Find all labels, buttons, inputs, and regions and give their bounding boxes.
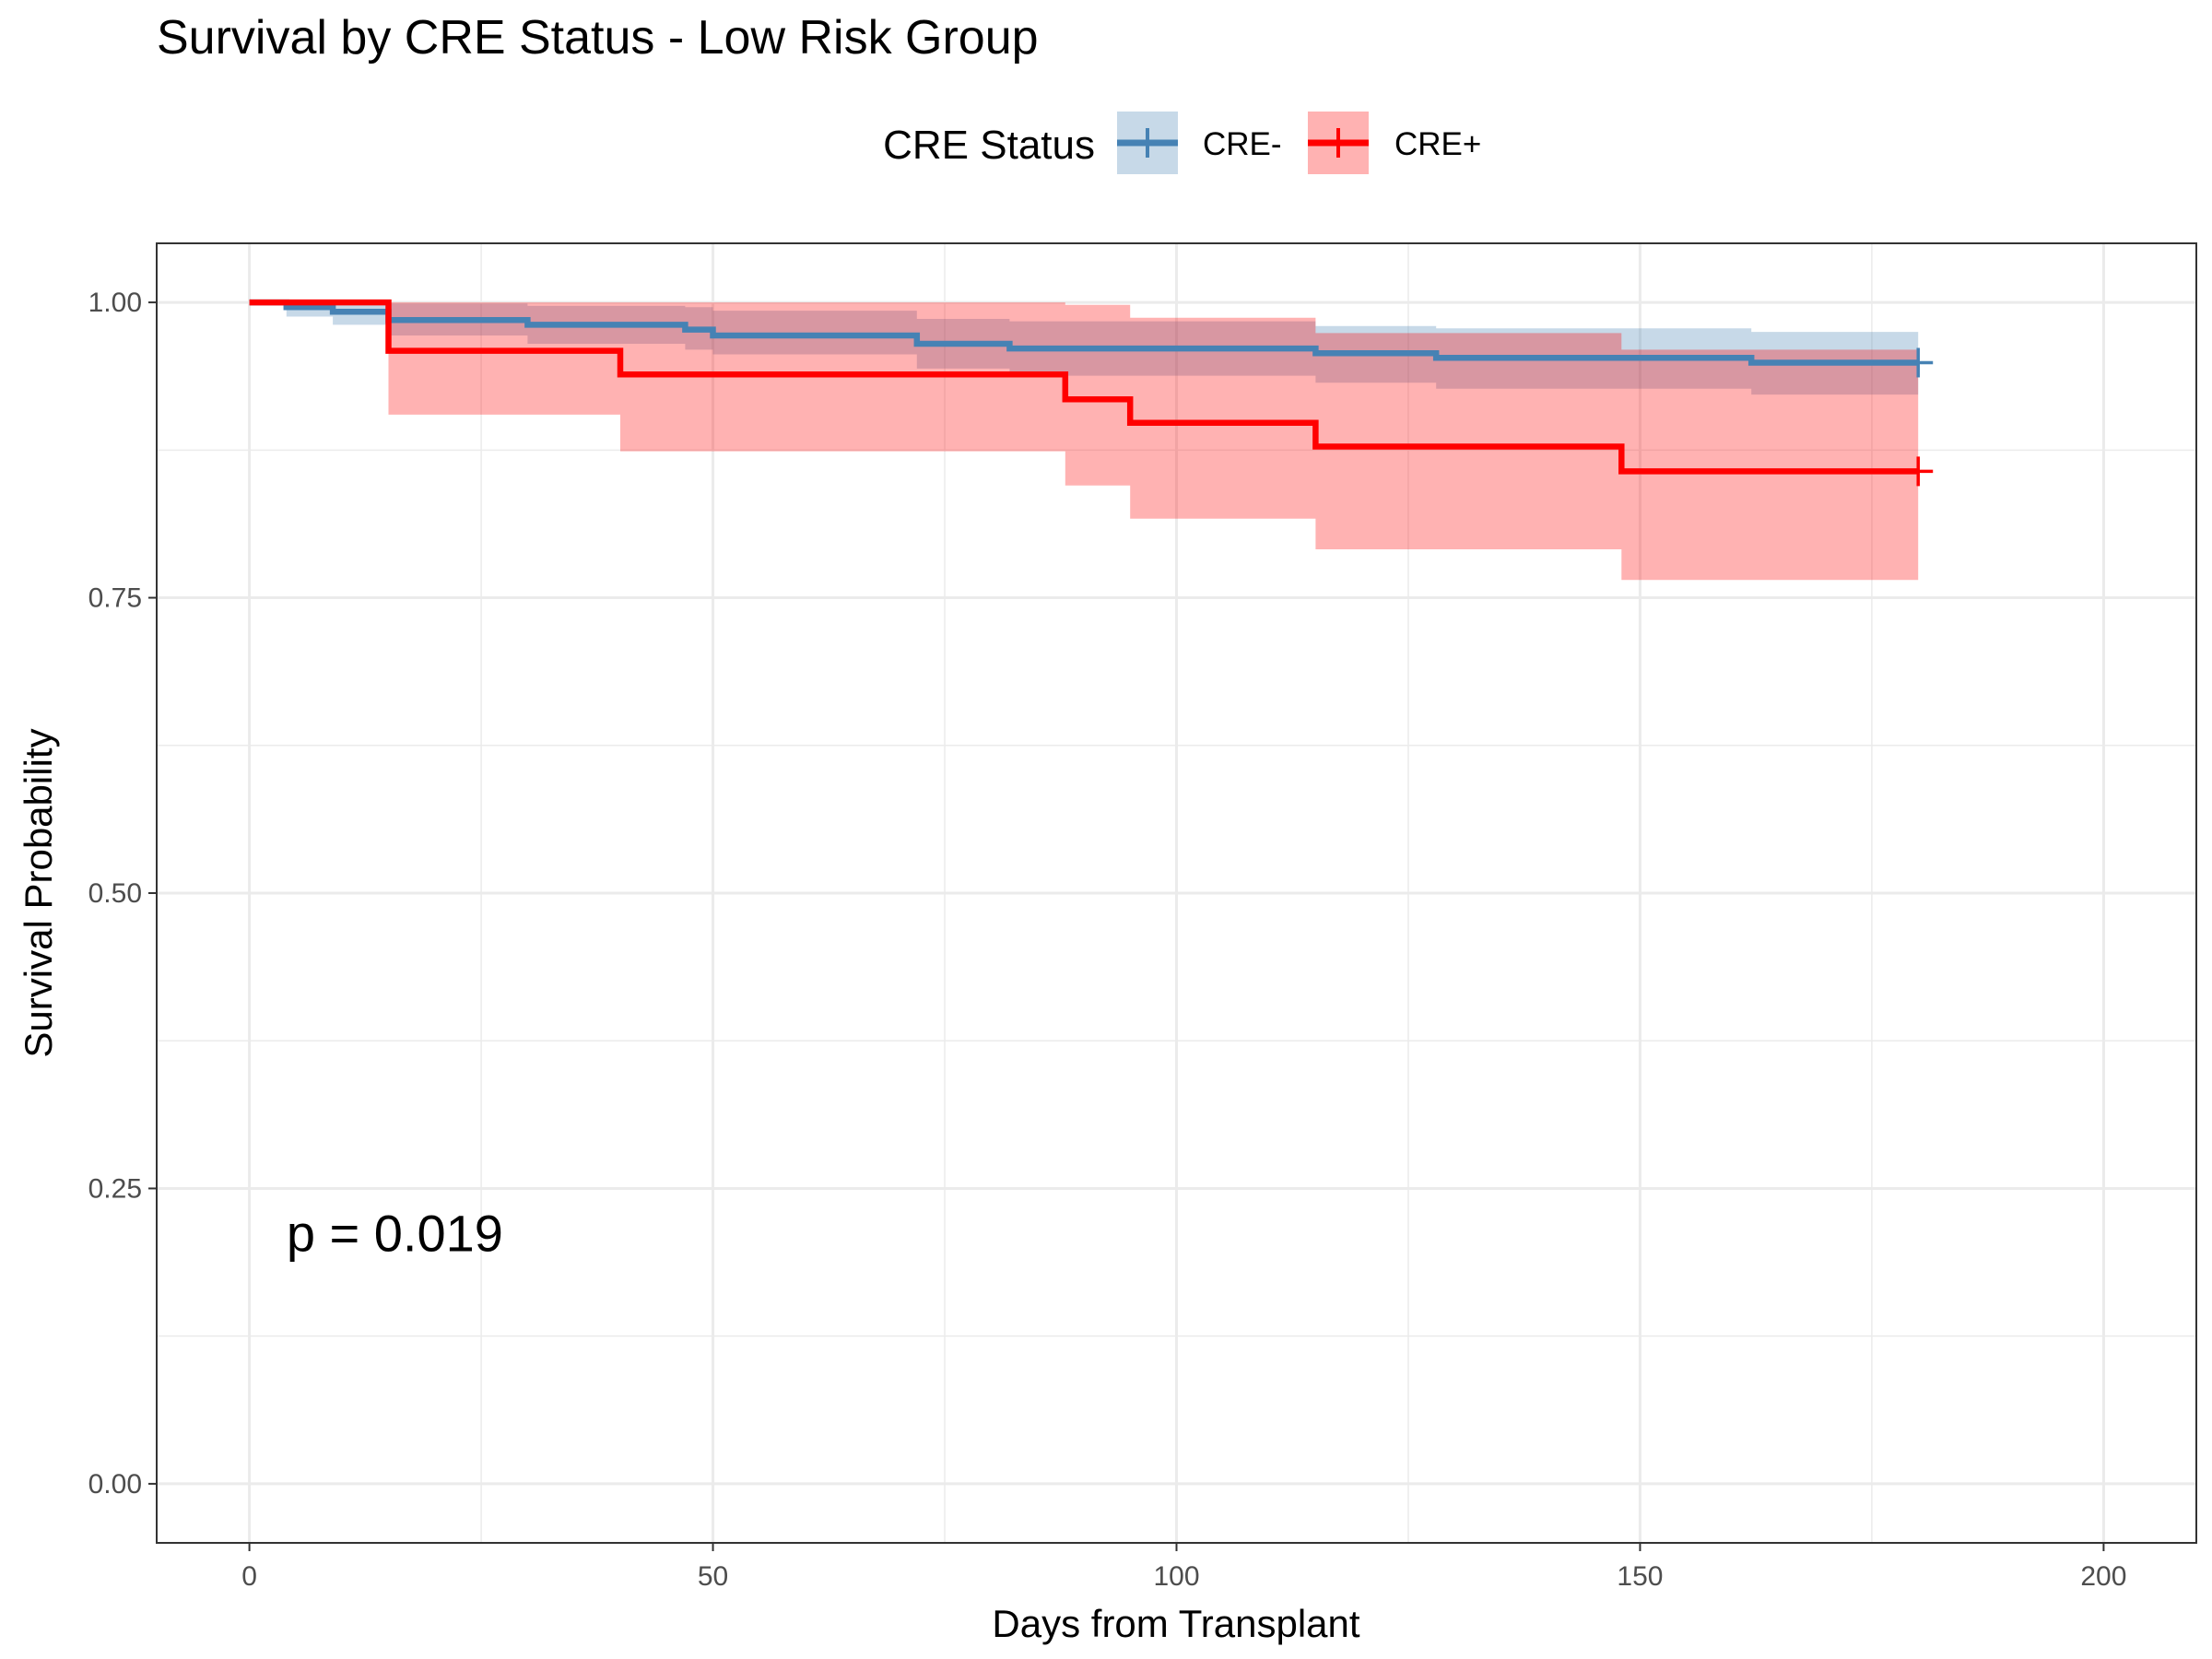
x-tick-label: 200: [2080, 1561, 2126, 1592]
legend-key-cre-plus: [1308, 112, 1369, 174]
y-axis-label: Survival Probability: [17, 728, 60, 1057]
survival-curves: [249, 299, 1919, 475]
x-tick-label: 100: [1153, 1561, 1199, 1592]
x-axis: 0 50 100 150 200: [241, 1543, 2126, 1592]
y-axis: 0.00 0.25 0.50 0.75 1.00: [88, 288, 157, 1500]
legend-label-cre-plus: CRE+: [1394, 126, 1481, 162]
legend-key-cre-minus: [1117, 112, 1178, 174]
major-gridlines: [157, 243, 2196, 1543]
plot-panel: p = 0.019: [156, 242, 2197, 1544]
censor-marks: [1903, 347, 1934, 487]
chart-title: Survival by CRE Status - Low Risk Group: [157, 11, 1039, 65]
y-tick-label: 0.75: [88, 583, 142, 614]
survival-curve-CRE+: [249, 299, 1919, 475]
x-tick-label: 150: [1617, 1561, 1663, 1592]
legend-title: CRE Status: [883, 123, 1095, 168]
x-tick-label: 50: [698, 1561, 728, 1592]
legend: CRE Status CRE- CRE+: [883, 112, 1481, 174]
y-tick-label: 0.50: [88, 878, 142, 909]
x-tick-label: 0: [241, 1561, 257, 1592]
survival-curve-CRE-: [249, 299, 1919, 366]
x-axis-label: Days from Transplant: [992, 1602, 1359, 1645]
y-tick-label: 0.00: [88, 1469, 142, 1500]
y-tick-label: 1.00: [88, 288, 142, 318]
legend-label-cre-minus: CRE-: [1203, 126, 1282, 162]
p-value-annotation: p = 0.019: [287, 1204, 503, 1262]
y-tick-label: 0.25: [88, 1173, 142, 1204]
